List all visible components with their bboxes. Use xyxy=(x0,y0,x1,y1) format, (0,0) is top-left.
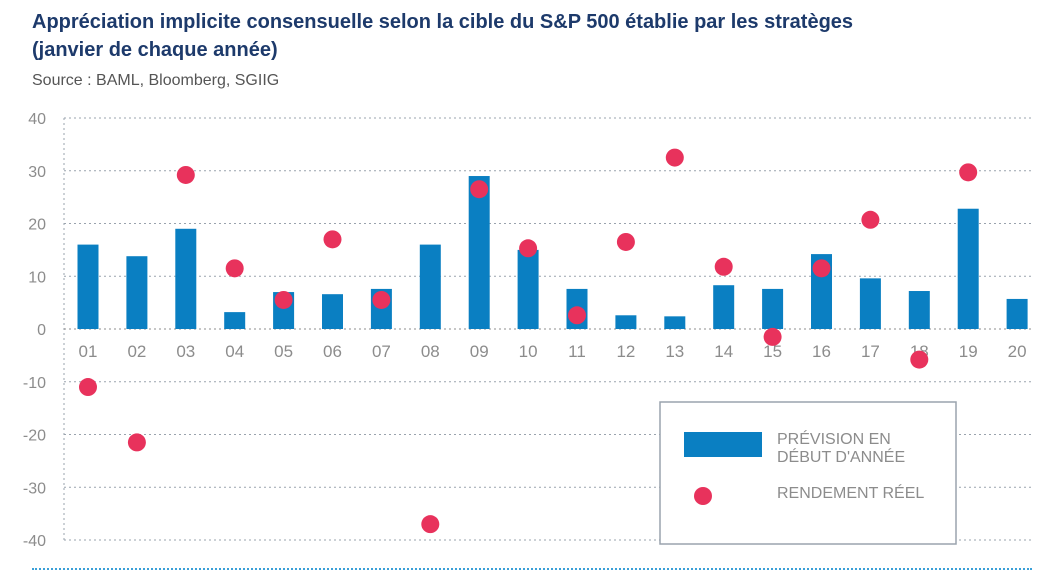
x-tick-label: 20 xyxy=(1008,342,1027,361)
forecast-bar xyxy=(322,294,343,329)
actual-return-point xyxy=(519,239,538,258)
legend-dot-swatch xyxy=(694,487,712,505)
x-tick-label: 15 xyxy=(763,342,782,361)
x-tick-label: 11 xyxy=(568,342,586,361)
forecast-bar xyxy=(126,256,148,329)
actual-return-point xyxy=(714,257,733,276)
bottom-divider xyxy=(32,568,1032,570)
chart-title-line2: (janvier de chaque année) xyxy=(32,39,278,61)
x-tick-label: 08 xyxy=(421,342,440,361)
x-tick-label: 17 xyxy=(861,342,880,361)
actual-return-point xyxy=(225,259,244,278)
y-tick-label: 40 xyxy=(28,111,46,128)
actual-return-point xyxy=(861,210,880,229)
legend-label: RENDEMENT RÉEL xyxy=(777,483,924,502)
x-tick-label: 10 xyxy=(519,342,538,361)
forecast-bar xyxy=(713,285,735,329)
legend-bar-swatch xyxy=(684,432,762,457)
actual-return-point xyxy=(274,290,293,309)
actual-return-point xyxy=(665,148,684,167)
actual-return-point xyxy=(616,232,635,251)
forecast-bar xyxy=(224,312,246,329)
x-tick-label: 06 xyxy=(323,342,342,361)
y-tick-label: 10 xyxy=(28,269,46,286)
x-tick-label: 14 xyxy=(714,342,733,361)
y-tick-label: 0 xyxy=(37,322,46,339)
actual-return-point xyxy=(470,180,489,199)
forecast-bar xyxy=(957,208,979,329)
legend-box xyxy=(659,401,957,545)
x-tick-label: 13 xyxy=(665,342,684,361)
y-tick-label: 20 xyxy=(28,217,46,234)
chart-source: Source : BAML, Bloomberg, SGIIG xyxy=(32,72,280,89)
actual-return-point xyxy=(421,515,440,534)
x-tick-label: 03 xyxy=(176,342,195,361)
y-tick-label: -30 xyxy=(23,480,46,497)
actual-return-point xyxy=(959,163,978,182)
forecast-bar xyxy=(762,288,784,329)
forecast-bar xyxy=(419,244,441,329)
x-tick-label: 05 xyxy=(274,342,293,361)
x-tick-label: 01 xyxy=(79,342,98,361)
forecast-bar xyxy=(859,278,881,329)
forecast-bar xyxy=(517,249,539,329)
actual-return-point xyxy=(910,350,929,369)
actual-return-point xyxy=(763,327,782,346)
x-tick-label: 04 xyxy=(225,342,244,361)
x-tick-label: 16 xyxy=(812,342,831,361)
forecast-bar xyxy=(664,316,686,329)
actual-return-point xyxy=(176,165,195,184)
forecast-bar xyxy=(1006,298,1028,329)
forecast-bar xyxy=(908,291,930,329)
forecast-bar xyxy=(468,176,490,329)
actual-return-point xyxy=(812,259,831,278)
forecast-bar xyxy=(175,228,197,329)
forecast-bar xyxy=(77,244,99,329)
legend-label: PRÉVISION EN DÉBUT D'ANNÉE xyxy=(777,429,905,466)
x-tick-label: 12 xyxy=(616,342,635,361)
actual-return-point xyxy=(568,306,586,325)
chart-title-line1: Appréciation implicite consensuelle selo… xyxy=(32,11,854,33)
actual-return-point xyxy=(323,230,342,249)
y-tick-label: -10 xyxy=(23,375,46,392)
x-tick-label: 02 xyxy=(127,342,146,361)
y-tick-label: -20 xyxy=(23,428,46,445)
actual-return-point xyxy=(127,433,146,452)
y-tick-label: -40 xyxy=(23,533,46,550)
x-tick-label: 07 xyxy=(372,342,391,361)
x-tick-label: 19 xyxy=(959,342,978,361)
y-tick-label: 30 xyxy=(28,164,46,181)
chart-title: Appréciation implicite consensuelle selo… xyxy=(32,8,1032,64)
actual-return-point xyxy=(372,290,391,309)
x-tick-label: 09 xyxy=(470,342,489,361)
forecast-bar xyxy=(615,315,637,329)
actual-return-point xyxy=(79,378,97,397)
